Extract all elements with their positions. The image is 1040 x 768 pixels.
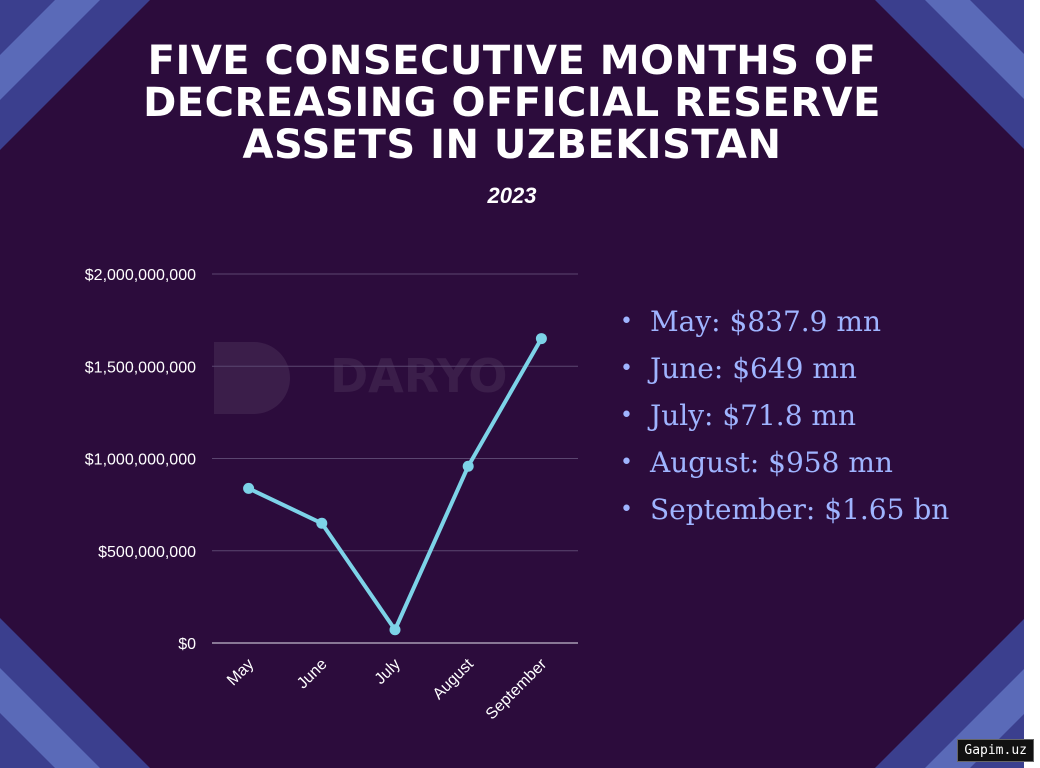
- value-item-july: July: $71.8 mn: [620, 392, 949, 439]
- y-tick-label: $1,500,000,000: [85, 359, 196, 376]
- data-point: [243, 482, 255, 494]
- value-item-august: August: $958 mn: [620, 439, 949, 486]
- right-edge-strip: [1024, 0, 1040, 768]
- x-tick-label: September: [483, 655, 551, 723]
- y-tick-label: $2,000,000,000: [85, 267, 196, 284]
- value-list: May: $837.9 mn June: $649 mn July: $71.8…: [620, 298, 949, 533]
- x-tick-label: August: [430, 655, 478, 703]
- value-item-may: May: $837.9 mn: [620, 298, 949, 345]
- title-line-2: DECREASING OFFICIAL RESERVE: [143, 80, 881, 126]
- watermark-text: DARYO: [330, 349, 507, 403]
- series-line: [246, 336, 544, 632]
- y-tick-label: $1,000,000,000: [85, 452, 196, 469]
- source-badge: Gapim.uz: [957, 739, 1034, 762]
- y-axis-tick-labels: $0 $500,000,000 $1,000,000,000 $1,500,000,0…: [85, 267, 196, 653]
- title-line-1: FIVE CONSECUTIVE MONTHS OF: [147, 38, 877, 84]
- title-line-3: ASSETS IN UZBEKISTAN: [242, 122, 782, 168]
- y-tick-label: $0: [178, 636, 196, 653]
- x-tick-label: June: [294, 656, 331, 693]
- line-chart: $0 $500,000,000 $1,000,000,000 $1,500,000,0…: [85, 267, 578, 723]
- series-points: [243, 333, 547, 636]
- y-tick-label: $500,000,000: [98, 544, 196, 561]
- data-point: [462, 460, 474, 472]
- watermark-logo-icon: [214, 342, 290, 414]
- value-item-september: September: $1.65 bn: [620, 486, 949, 533]
- value-item-june: June: $649 mn: [620, 345, 949, 392]
- daryo-watermark: DARYO: [214, 342, 507, 414]
- x-axis-category-labels: May June July August September: [224, 655, 551, 723]
- chart-grid: [212, 273, 578, 644]
- data-point: [389, 624, 401, 636]
- data-point: [316, 517, 328, 529]
- data-point: [535, 333, 547, 345]
- chart-subtitle: 2023: [487, 183, 537, 208]
- x-tick-label: July: [372, 656, 404, 688]
- chart-title: FIVE CONSECUTIVE MONTHS OF DECREASING OF…: [40, 40, 984, 166]
- x-tick-label: May: [224, 656, 257, 689]
